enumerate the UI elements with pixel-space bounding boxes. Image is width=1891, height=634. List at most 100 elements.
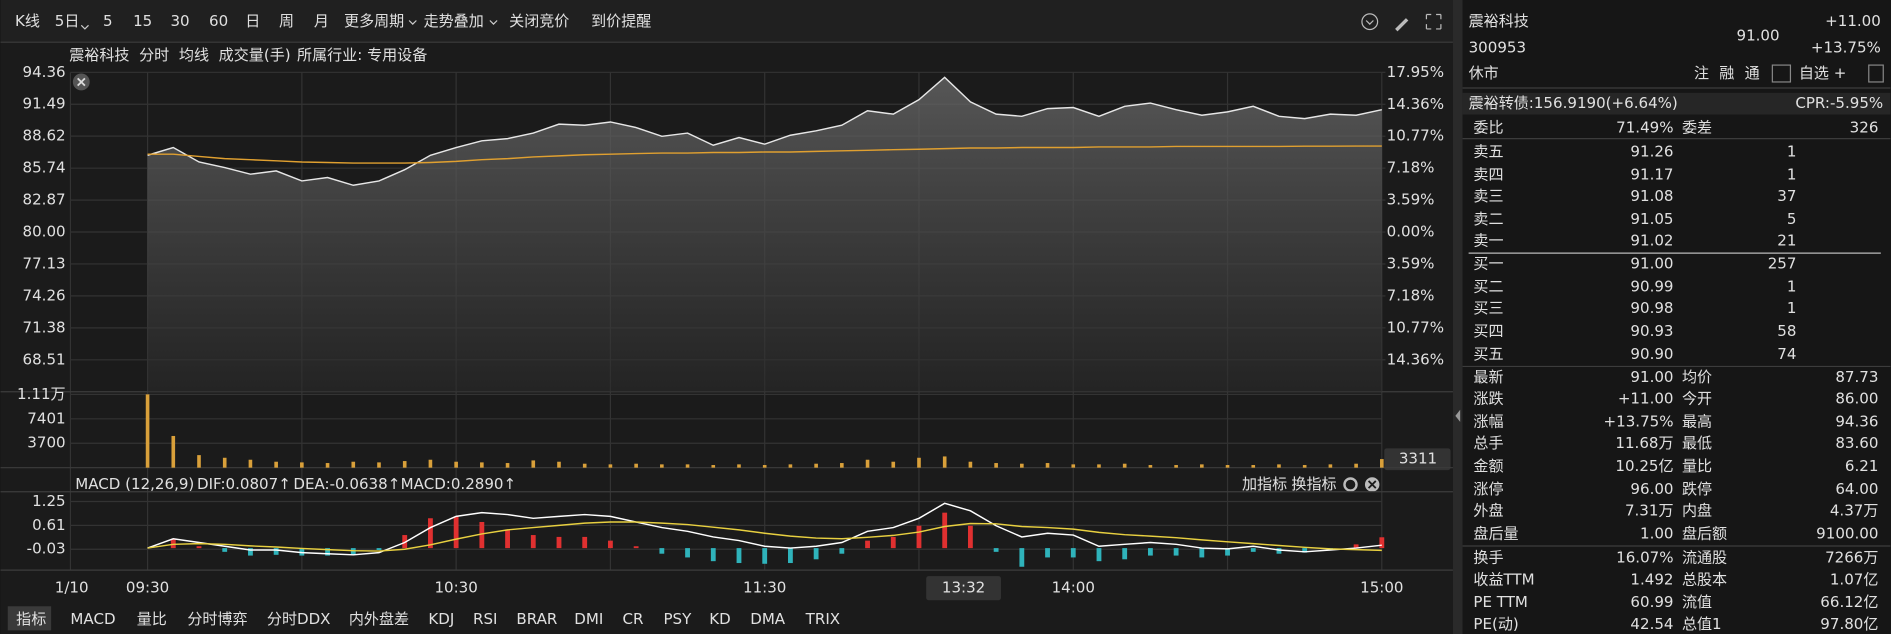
close-overlay-x bbox=[77, 77, 86, 87]
volume-bar bbox=[1277, 464, 1281, 468]
volume-bar bbox=[917, 457, 921, 468]
draw-icon[interactable] bbox=[1395, 18, 1409, 32]
indicator-tab[interactable]: RSI bbox=[473, 610, 497, 628]
volume-bar bbox=[994, 463, 998, 468]
volume-bar bbox=[711, 465, 716, 468]
toolbar-item[interactable]: 5 bbox=[103, 12, 113, 30]
macd-bar bbox=[479, 521, 485, 549]
y2-tick-label: 14.36% bbox=[1387, 350, 1444, 368]
dropdown-icon[interactable] bbox=[489, 20, 498, 25]
y2-tick-label: 10.77% bbox=[1387, 127, 1444, 145]
alert-button[interactable] bbox=[1771, 64, 1792, 83]
fullscreen-icon[interactable] bbox=[1425, 13, 1442, 30]
macd-bar bbox=[993, 548, 999, 552]
volume-bar bbox=[557, 461, 561, 468]
indicator-tab[interactable]: CR bbox=[622, 610, 644, 628]
y2-tick-label: 3.59% bbox=[1387, 254, 1435, 272]
toolbar-item[interactable]: 关闭竞价 bbox=[509, 12, 569, 30]
indicator-tab[interactable]: KDJ bbox=[428, 610, 454, 628]
indicator-tab[interactable]: 量比 bbox=[137, 610, 167, 628]
stat-label: 涨停 bbox=[1473, 480, 1503, 498]
splitter[interactable] bbox=[1452, 0, 1463, 634]
quote-button[interactable]: 融 bbox=[1719, 64, 1734, 82]
macd-bar bbox=[1070, 548, 1076, 558]
macd-bar bbox=[1122, 548, 1128, 560]
stat-label: 涨跌 bbox=[1473, 389, 1503, 407]
book-volume: 74 bbox=[1777, 345, 1796, 363]
quote-change-pct: +13.75% bbox=[1811, 39, 1881, 57]
toolbar-item[interactable]: 60 bbox=[209, 12, 228, 30]
collapse-arrow[interactable] bbox=[1455, 409, 1461, 422]
dropdown-icon[interactable] bbox=[408, 20, 417, 25]
stat-value: 7.31万 bbox=[1625, 502, 1674, 520]
stat-value: 10.25亿 bbox=[1615, 457, 1673, 475]
stat-label: PE(动) bbox=[1473, 615, 1518, 633]
chart-tab[interactable]: 均线 bbox=[179, 46, 209, 64]
indicator-tab[interactable]: DMI bbox=[574, 610, 603, 628]
stat-label: 流值 bbox=[1682, 593, 1712, 611]
book-price: 91.05 bbox=[1630, 210, 1673, 228]
volume-bar bbox=[1148, 465, 1153, 468]
toolbar-item[interactable]: 30 bbox=[170, 12, 189, 30]
indicator-tab[interactable]: PSY bbox=[663, 610, 692, 628]
menu-button[interactable] bbox=[1868, 64, 1884, 83]
book-label: 卖二 bbox=[1473, 210, 1503, 228]
stat-label: 流通股 bbox=[1682, 549, 1727, 567]
book-price: 91.26 bbox=[1630, 142, 1673, 160]
macd-bar bbox=[196, 546, 202, 549]
bond-row-bg bbox=[1462, 92, 1891, 115]
stat-value: 1.00 bbox=[1640, 524, 1674, 542]
indicator-tab[interactable]: 指标 bbox=[16, 610, 46, 628]
volume-bar bbox=[531, 460, 536, 468]
toolbar-item[interactable]: 走势叠加 bbox=[424, 12, 484, 30]
macd-bar bbox=[402, 535, 408, 549]
dropdown-icon[interactable] bbox=[80, 24, 89, 30]
indicator-tab[interactable]: 分时博弈 bbox=[187, 610, 247, 628]
cursor-time: 13:32 bbox=[942, 579, 985, 597]
toolbar-item[interactable]: K线 bbox=[15, 12, 40, 30]
indicator-tab[interactable]: 内外盘差 bbox=[349, 610, 409, 628]
row-label: 委比 bbox=[1473, 118, 1503, 136]
toolbar-item[interactable]: 日 bbox=[245, 12, 260, 30]
stat-value: 1.492 bbox=[1630, 570, 1673, 588]
x-tick-label: 09:30 bbox=[126, 579, 169, 597]
macd-bar bbox=[273, 548, 279, 555]
toolbar-item[interactable]: 到价提醒 bbox=[591, 12, 651, 30]
indicator-tab[interactable]: DMA bbox=[750, 610, 786, 628]
quote-button[interactable]: 注 bbox=[1694, 64, 1709, 82]
toolbar-item[interactable]: 月 bbox=[314, 12, 329, 30]
chart-tab[interactable]: 分时 bbox=[139, 46, 169, 64]
volume-bar bbox=[1200, 464, 1204, 468]
book-price: 91.00 bbox=[1630, 254, 1673, 272]
volume-bar bbox=[968, 461, 973, 468]
y-tick-label: 77.13 bbox=[23, 254, 66, 272]
toolbar-item[interactable]: 更多周期 bbox=[344, 12, 404, 30]
chart-tab[interactable]: 成交量(手) bbox=[219, 46, 291, 64]
stat-label: 外盘 bbox=[1473, 502, 1503, 520]
toolbar-item[interactable]: 5日 bbox=[55, 12, 80, 30]
book-label: 卖一 bbox=[1473, 232, 1503, 250]
macd-bar bbox=[170, 538, 176, 549]
quote-button[interactable]: 通 bbox=[1745, 64, 1760, 82]
indicator-action[interactable]: 加指标 bbox=[1242, 475, 1287, 493]
macd-bar bbox=[1096, 548, 1102, 562]
indicator-tab[interactable]: TRIX bbox=[805, 610, 840, 628]
indicator-tab[interactable]: 分时DDX bbox=[267, 610, 331, 628]
volume-bar bbox=[222, 457, 227, 468]
stat-label: 最新 bbox=[1473, 368, 1503, 386]
expand-icon[interactable] bbox=[1361, 13, 1379, 31]
volume-bar bbox=[891, 461, 896, 468]
indicator-tab[interactable]: MACD bbox=[70, 610, 115, 628]
indicator-tab[interactable]: KD bbox=[709, 610, 730, 628]
settings-icon[interactable] bbox=[1343, 477, 1358, 492]
stat-value: 6.21 bbox=[1845, 457, 1879, 475]
x-tick-label: 11:30 bbox=[743, 579, 786, 597]
quote-button[interactable]: 自选 + bbox=[1799, 64, 1846, 82]
indicator-tab[interactable]: BRAR bbox=[516, 610, 557, 628]
toolbar-item[interactable]: 15 bbox=[133, 12, 152, 30]
macd-bar bbox=[1250, 548, 1256, 552]
indicator-action[interactable]: 换指标 bbox=[1291, 475, 1336, 493]
toolbar-item[interactable]: 周 bbox=[279, 12, 294, 30]
cursor-volume: 3311 bbox=[1399, 450, 1437, 468]
